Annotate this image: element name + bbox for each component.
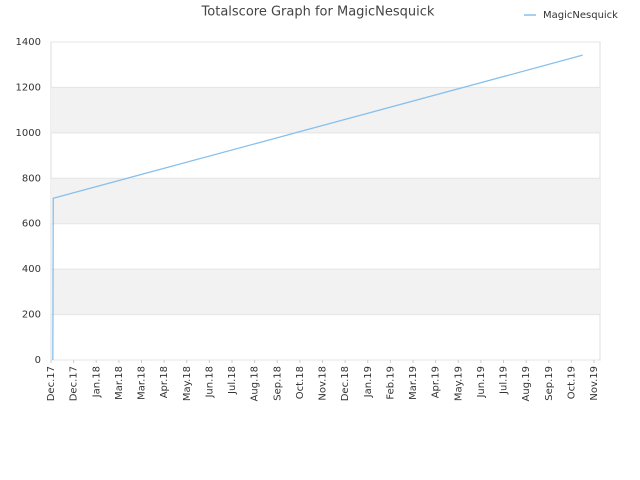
y-tick-label: 1400: [16, 37, 41, 48]
y-tick-label: 600: [22, 219, 41, 230]
x-tick-label: Jul.19: [499, 366, 510, 395]
x-tick-label: Sep.18: [272, 366, 283, 401]
x-tick-label: Jul.18: [227, 366, 238, 395]
x-tick-label: Sep.19: [544, 366, 555, 401]
x-tick-label: Jun.19: [476, 366, 487, 399]
x-tick-label: Nov.18: [318, 366, 329, 401]
y-tick-label: 400: [22, 264, 41, 275]
x-tick-label: Apr.18: [159, 366, 170, 398]
legend-label: MagicNesquick: [543, 10, 618, 21]
x-tick-label: Aug.18: [250, 366, 261, 401]
chart-title: Totalscore Graph for MagicNesquick: [201, 5, 435, 20]
x-tick-label: Dec.17: [46, 366, 57, 401]
x-tick-label: Nov.19: [589, 366, 600, 401]
x-tick-label: Aug.19: [521, 366, 532, 401]
grid-band: [51, 178, 600, 224]
x-tick-label: May.18: [182, 366, 193, 401]
x-tick-label: Dec.18: [340, 366, 351, 401]
x-tick-label: Dec.17: [69, 366, 80, 401]
x-tick-label: Jun.18: [204, 366, 215, 399]
x-tick-label: May.19: [453, 366, 464, 401]
x-tick-label: Feb.19: [385, 366, 396, 400]
x-tick-label: Oct.19: [566, 366, 577, 399]
grid-band: [51, 87, 600, 133]
x-tick-label: Jan.19: [363, 366, 374, 398]
y-tick-label: 200: [22, 310, 41, 321]
x-tick-label: Mar.19: [408, 366, 419, 400]
y-tick-label: 0: [35, 355, 41, 366]
x-tick-label: Mar.18: [114, 366, 125, 400]
y-tick-label: 1000: [16, 128, 41, 139]
y-tick-label: 800: [22, 173, 41, 184]
grid-band: [51, 269, 600, 315]
y-tick-label: 1200: [16, 82, 41, 93]
x-tick-label: Oct.18: [295, 366, 306, 399]
x-tick-label: Apr.19: [431, 366, 442, 398]
x-tick-label: Jan.18: [91, 366, 102, 398]
series-line: [52, 54, 583, 361]
x-tick-label: Mar.18: [137, 366, 148, 400]
